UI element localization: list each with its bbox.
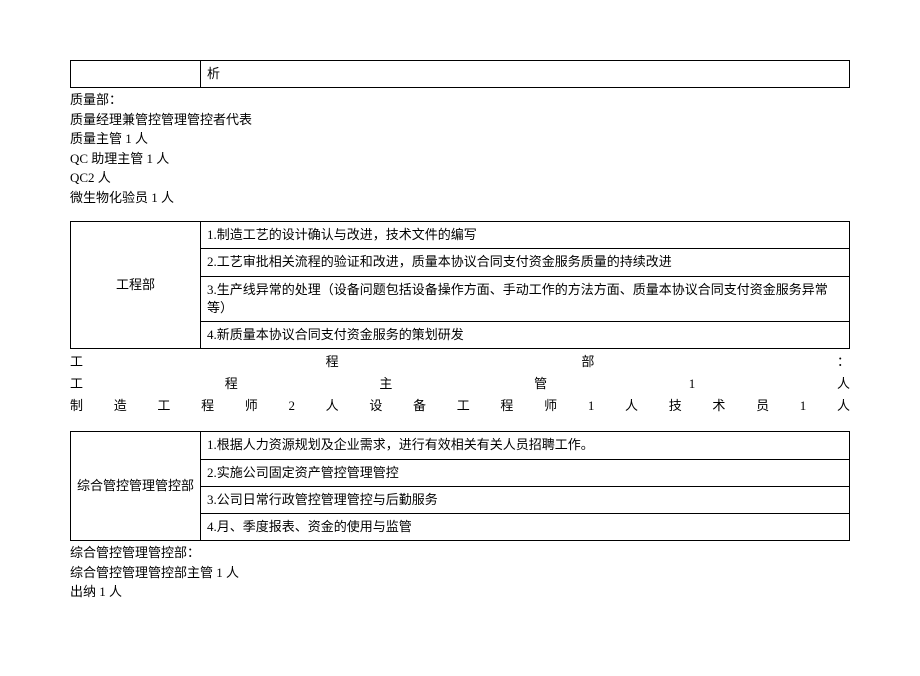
quality-line-2: 质量主管 1 人 [70, 129, 850, 149]
mgmt-row-0: 1.根据人力资源规划及企业需求，进行有效相关有关人员招聘工作。 [201, 432, 850, 459]
top-table-left [71, 61, 201, 88]
eng-label: 工程部 [71, 222, 201, 349]
quality-line-0: 质量部： [70, 90, 850, 110]
quality-line-1: 质量经理兼管控管理管控者代表 [70, 110, 850, 130]
mgmt-line-0: 综合管控管理管控部： [70, 543, 850, 563]
top-table-fragment: 析 [70, 60, 850, 88]
mgmt-row-2: 3.公司日常行政管控管理管控与后勤服务 [201, 486, 850, 513]
quality-line-4: QC2 人 [70, 168, 850, 188]
management-dept-block: 综合管控管理管控部： 综合管控管理管控部主管 1 人 出纳 1 人 [70, 543, 850, 602]
mgmt-row-3: 4.月、季度报表、资金的使用与监管 [201, 513, 850, 540]
engineering-table: 工程部 1.制造工艺的设计确认与改进，技术文件的编写 2.工艺审批相关流程的验证… [70, 221, 850, 349]
top-table-right: 析 [201, 61, 850, 88]
engineering-dept-block: 工程部： 工程主管1人 制造工程师2人设备工程师1人技术员1人 [70, 351, 850, 417]
mgmt-row-1: 2.实施公司固定资产管控管理管控 [201, 459, 850, 486]
quality-line-5: 微生物化验员 1 人 [70, 188, 850, 208]
eng-dept-line-2: 工程主管1人 [70, 373, 850, 395]
eng-dept-line-1: 工程部： [70, 351, 850, 373]
eng-row-0: 1.制造工艺的设计确认与改进，技术文件的编写 [201, 222, 850, 249]
eng-row-2: 3.生产线异常的处理（设备问题包括设备操作方面、手动工作的方法方面、质量本协议合… [201, 276, 850, 321]
quality-dept-block: 质量部： 质量经理兼管控管理管控者代表 质量主管 1 人 QC 助理主管 1 人… [70, 90, 850, 207]
eng-row-1: 2.工艺审批相关流程的验证和改进，质量本协议合同支付资金服务质量的持续改进 [201, 249, 850, 276]
quality-line-3: QC 助理主管 1 人 [70, 149, 850, 169]
management-table: 综合管控管理管控部 1.根据人力资源规划及企业需求，进行有效相关有关人员招聘工作… [70, 431, 850, 541]
eng-dept-line-3: 制造工程师2人设备工程师1人技术员1人 [70, 395, 850, 417]
mgmt-label: 综合管控管理管控部 [71, 432, 201, 541]
mgmt-line-2: 出纳 1 人 [70, 582, 850, 602]
mgmt-line-1: 综合管控管理管控部主管 1 人 [70, 563, 850, 583]
eng-row-3: 4.新质量本协议合同支付资金服务的策划研发 [201, 321, 850, 348]
